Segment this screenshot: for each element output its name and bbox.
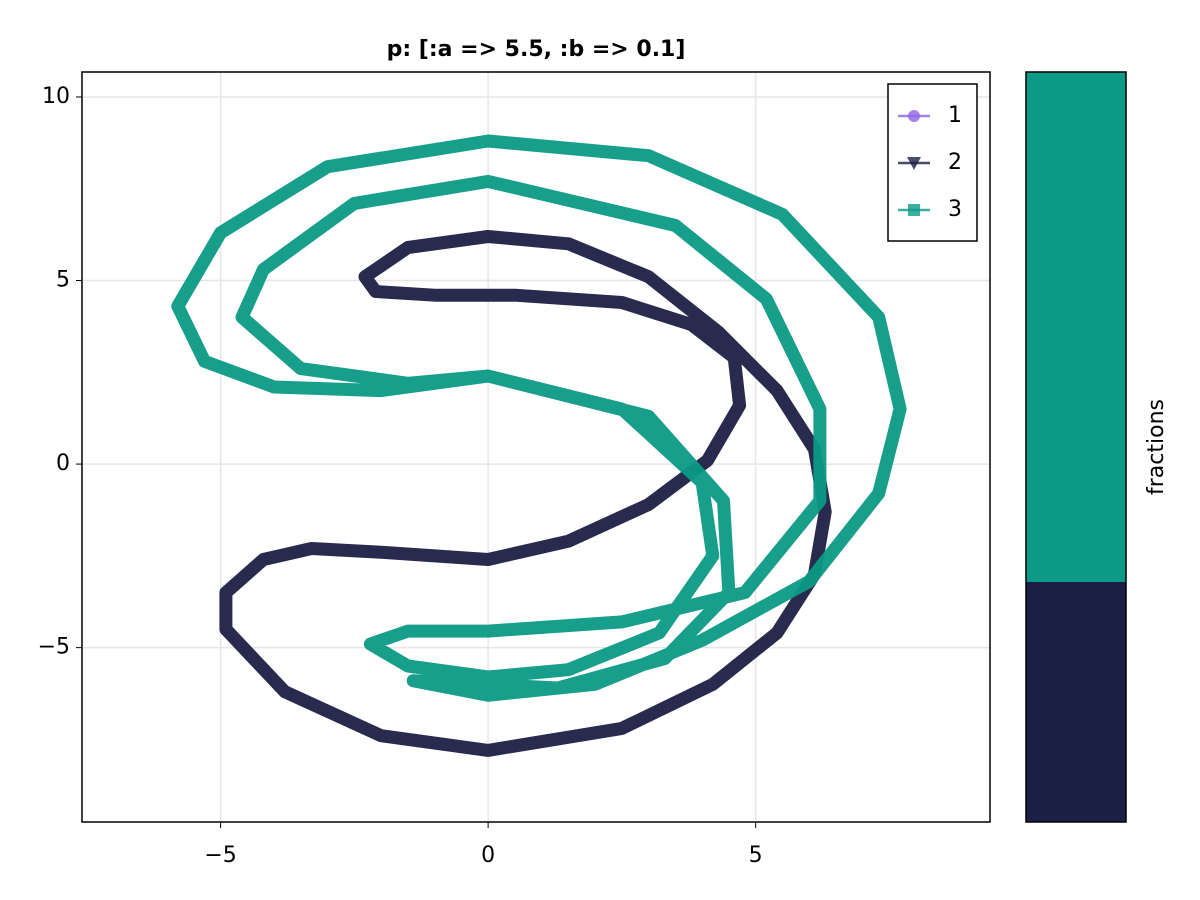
legend-label: 1 [948, 103, 962, 128]
legend-marker [908, 204, 920, 216]
legend-marker [907, 157, 921, 170]
chart-title: p: [:a => 5.5, :b => 0.1] [387, 37, 686, 62]
colorbar-label: fractions [1144, 399, 1169, 495]
y-tick-label: −5 [38, 635, 70, 660]
y-tick-label: 10 [42, 84, 70, 109]
legend-label: 2 [948, 150, 962, 175]
trajectory [219, 230, 832, 757]
plot-frame [81, 71, 991, 823]
y-tick-label: 5 [56, 268, 70, 293]
x-tick-label: 5 [749, 843, 763, 868]
y-tick-label: 0 [56, 451, 70, 476]
fraction-segment [1026, 72, 1126, 582]
trajectory [171, 134, 907, 702]
x-tick-label: 0 [481, 843, 495, 868]
colorbar-frame [1025, 71, 1127, 823]
legend-label: 3 [948, 197, 962, 222]
legend-marker [908, 110, 920, 122]
x-tick-label: −5 [204, 843, 236, 868]
fraction-segment [1026, 582, 1126, 822]
